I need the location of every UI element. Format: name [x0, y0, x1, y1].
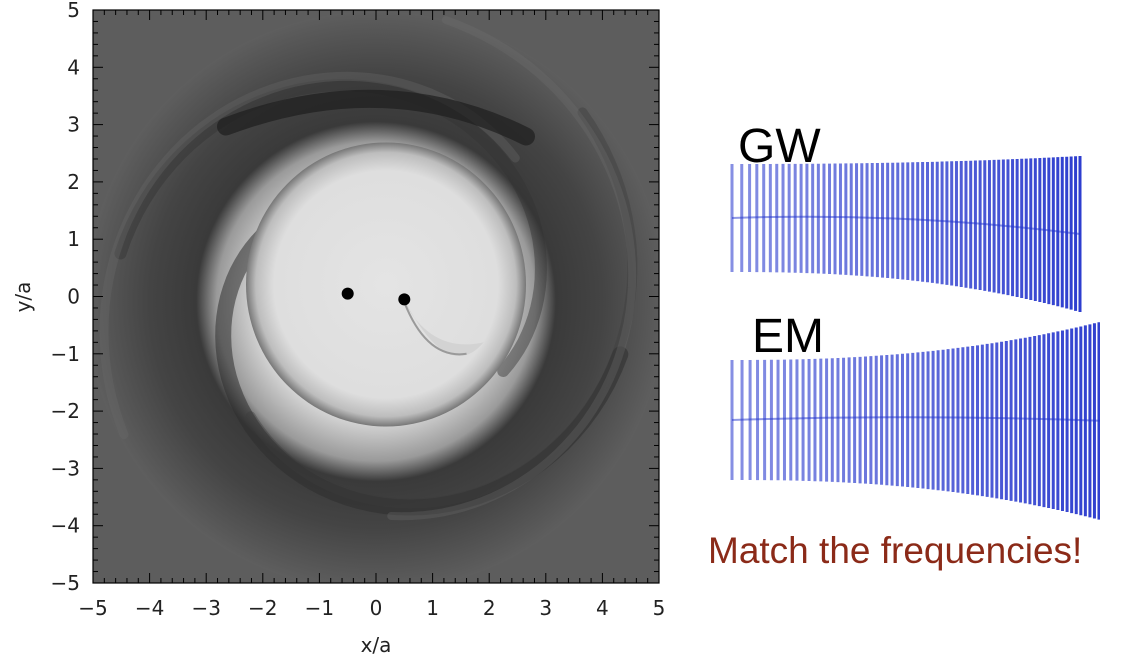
y-tick-label: −5	[51, 571, 80, 595]
spiral-arm	[215, 204, 629, 516]
x-tick-label: −4	[135, 596, 164, 620]
gw-waveform	[730, 156, 1082, 312]
x-tick-label: 3	[539, 596, 552, 620]
waveform-panel	[730, 156, 1100, 520]
x-tick-label: 5	[653, 596, 666, 620]
x-tick-label: 0	[370, 596, 383, 620]
disk-density-plot: −5 −4 −3 −2 −1 0 1 2 3 4 5 5 4 3 2 1 0 −1 −2 −3 −4 −5 x/a y/a	[11, 0, 666, 657]
y-tick-label: 4	[67, 55, 80, 79]
y-tick-label: −1	[51, 342, 80, 366]
y-tick-label: −4	[51, 514, 80, 538]
y-tick-label: −2	[51, 399, 80, 423]
y-axis-label: y/a	[11, 282, 35, 313]
y-tick-label: 0	[67, 285, 80, 309]
x-tick-label: −5	[78, 596, 107, 620]
em-label: EM	[752, 310, 824, 363]
caption-text: Match the frequencies!	[708, 530, 1083, 571]
y-tick-label: 2	[67, 170, 80, 194]
x-tick-label: 2	[483, 596, 496, 620]
x-tick-label: 1	[426, 596, 439, 620]
x-tick-label: −1	[305, 596, 334, 620]
spiral-arm	[245, 107, 638, 509]
wave-envelope	[731, 416, 1100, 422]
y-tick-label: 1	[67, 227, 80, 251]
em-waveform	[730, 322, 1100, 520]
x-axis-label: x/a	[361, 633, 392, 657]
plot-area	[93, 10, 659, 583]
accretion-stream	[404, 302, 484, 357]
axes: −5 −4 −3 −2 −1 0 1 2 3 4 5 5 4 3 2 1 0 −1 −2 −3 −4 −5	[51, 0, 666, 620]
y-tick-label: −3	[51, 456, 80, 480]
x-tick-label: −2	[248, 596, 277, 620]
wave-envelope	[731, 215, 1081, 235]
gw-label: GW	[738, 120, 821, 173]
y-tick-label: 5	[67, 0, 80, 22]
spiral-arm	[387, 16, 637, 521]
black-hole-2	[398, 293, 411, 306]
black-hole-1	[341, 287, 354, 300]
y-tick-label: 3	[67, 113, 80, 137]
x-tick-label: 4	[596, 596, 609, 620]
central-cavity	[246, 142, 526, 427]
dense-arc	[217, 89, 535, 146]
stream-edge	[403, 301, 467, 356]
x-tick-label: −3	[191, 596, 220, 620]
